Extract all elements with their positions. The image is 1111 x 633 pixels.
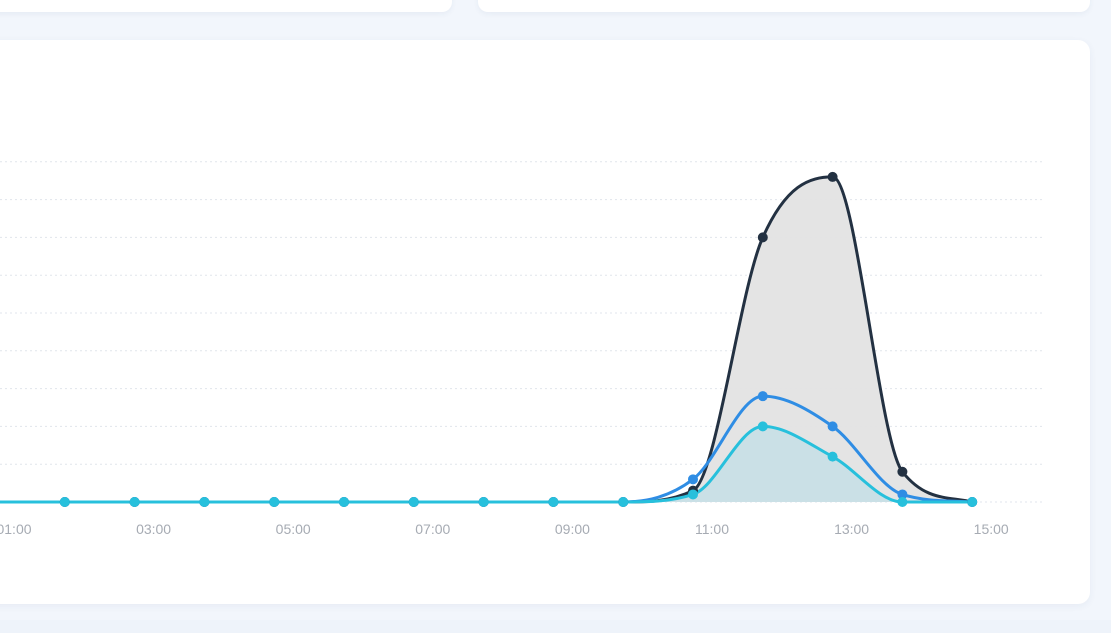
series-0-area bbox=[0, 176, 973, 503]
x-tick-label: 11:00 bbox=[695, 521, 729, 537]
series-2-point[interactable] bbox=[757, 421, 768, 432]
series-2-point[interactable] bbox=[478, 497, 489, 507]
x-tick-label: 07:00 bbox=[415, 521, 450, 537]
x-tick-label: 13:00 bbox=[834, 521, 869, 537]
series-2-point[interactable] bbox=[548, 497, 559, 507]
series-2-point[interactable] bbox=[618, 497, 629, 507]
series-2-point[interactable] bbox=[827, 451, 838, 462]
x-tick-label: 01:00 bbox=[0, 521, 32, 537]
series-2-point[interactable] bbox=[269, 497, 280, 507]
grid-lines bbox=[0, 161, 1042, 503]
page-bottom-strip bbox=[0, 620, 1111, 633]
series-2-point[interactable] bbox=[967, 497, 978, 507]
series-0-point[interactable] bbox=[897, 466, 908, 477]
series-1-point[interactable] bbox=[897, 489, 908, 500]
area-fills bbox=[0, 176, 973, 503]
series-2-point[interactable] bbox=[199, 497, 210, 507]
x-tick-label: 09:00 bbox=[555, 521, 590, 537]
x-axis-ticks: 01:00 03:00 05:00 07:00 09:00 11:00 13:00 15:00 bbox=[0, 521, 1009, 537]
series-2-point[interactable] bbox=[408, 497, 419, 507]
series-1-point[interactable] bbox=[688, 474, 698, 485]
chart-card bbox=[0, 40, 1090, 604]
x-tick-label: 05:00 bbox=[276, 521, 311, 537]
series-2-point[interactable] bbox=[897, 497, 908, 507]
series-0-point[interactable] bbox=[827, 171, 838, 182]
series-1-point[interactable] bbox=[757, 391, 768, 402]
series-2-point[interactable] bbox=[339, 497, 349, 507]
series-0-point[interactable] bbox=[757, 232, 768, 243]
series-1-point[interactable] bbox=[827, 421, 838, 432]
series-2-point[interactable] bbox=[688, 489, 698, 500]
series-2-point[interactable] bbox=[129, 497, 140, 507]
x-tick-label: 03:00 bbox=[136, 521, 171, 537]
x-tick-label: 15:00 bbox=[974, 521, 1009, 537]
summary-card-left bbox=[0, 0, 452, 12]
summary-card-right bbox=[478, 0, 1090, 12]
series-2-area bbox=[0, 426, 973, 503]
series-2-point[interactable] bbox=[59, 497, 70, 507]
series-points bbox=[59, 171, 978, 507]
